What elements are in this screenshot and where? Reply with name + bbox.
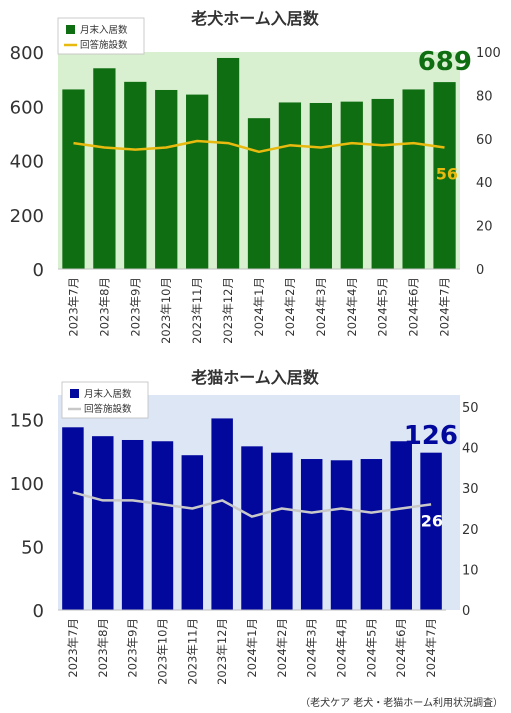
- bar: [340, 101, 363, 269]
- y2-tick-label: 50: [462, 401, 479, 416]
- y-tick-label: 50: [21, 538, 44, 559]
- x-tick-label: 2024年1月: [245, 618, 259, 678]
- x-tick-label: 2023年10月: [159, 277, 173, 344]
- x-tick-label: 2024年5月: [376, 277, 390, 337]
- line-series-response-count: [72, 491, 432, 518]
- bar: [371, 98, 394, 270]
- bar: [211, 418, 233, 610]
- y2-tick-label: 0: [476, 263, 484, 278]
- x-tick-label: 2023年10月: [155, 618, 169, 685]
- x-tick-label: 2024年6月: [407, 277, 421, 337]
- y2-tick-label: 20: [476, 220, 493, 235]
- chart-title: 老猫ホーム入居数: [190, 368, 320, 387]
- x-tick-label: 2023年11月: [185, 618, 199, 685]
- bar: [62, 427, 84, 610]
- bar: [216, 57, 240, 269]
- x-tick-label: 2024年2月: [275, 618, 289, 678]
- x-tick-label: 2024年6月: [394, 618, 408, 678]
- y2-tick-label: 30: [462, 482, 479, 497]
- x-tick-label: 2023年7月: [66, 618, 80, 678]
- bar: [121, 439, 144, 610]
- y-tick-label: 150: [10, 411, 44, 432]
- legend-line-label: 回答施設数: [84, 403, 132, 415]
- bar: [360, 459, 383, 610]
- y2-tick-label: 0: [462, 604, 470, 619]
- latest-line-value-label: 56: [436, 164, 458, 183]
- y2-tick-label: 100: [476, 46, 501, 61]
- x-tick-label: 2023年9月: [126, 618, 140, 678]
- bar: [92, 436, 114, 610]
- bar: [62, 89, 85, 270]
- cat-home-chart: 老猫ホーム入居数 0 50 100 150 0 10 20 30 40 50 2023年7月 2023年…: [0, 360, 511, 690]
- legend-bar-swatch: [70, 389, 79, 398]
- x-tick-label: 2023年12月: [221, 277, 235, 344]
- legend-box: [61, 381, 149, 419]
- y-tick-label: 800: [10, 43, 44, 64]
- legend-box: [57, 17, 145, 55]
- x-tick-label: 2024年2月: [283, 277, 297, 337]
- legend-line-label: 回答施設数: [80, 39, 128, 51]
- y2-tick-label: 10: [462, 563, 479, 578]
- x-tick-label: 2024年7月: [438, 277, 452, 337]
- cat-home-chart-svg: 老猫ホーム入居数 0 50 100 150 0 10 20 30 40 50 2023年7月 2023年…: [10, 368, 479, 685]
- y-tick-label: 0: [33, 601, 44, 622]
- bar: [186, 94, 209, 270]
- bar: [241, 446, 263, 610]
- x-tick-label: 2024年5月: [364, 618, 378, 678]
- y2-tick-label: 40: [476, 176, 493, 191]
- x-tick-label: 2023年12月: [215, 618, 229, 685]
- legend-bar-label: 月末入居数: [80, 24, 128, 36]
- x-tick-label: 2024年1月: [252, 277, 266, 337]
- x-tick-label: 2023年9月: [128, 277, 142, 337]
- bar: [93, 68, 116, 270]
- x-tick-label: 2024年3月: [305, 618, 319, 678]
- y2-tick-label: 20: [462, 523, 479, 538]
- chart-title: 老犬ホーム入居数: [190, 9, 320, 28]
- latest-bar-value-label: 689: [418, 47, 472, 77]
- bar: [300, 459, 323, 610]
- bar: [124, 81, 147, 270]
- y2-tick-label: 80: [476, 89, 493, 104]
- dog-home-chart-svg: 老犬ホーム入居数 0 200 400 600 800 0 20 40 60 80 100 2023年7月…: [10, 9, 501, 344]
- x-tick-label: 2023年7月: [66, 277, 80, 337]
- x-tick-label: 2023年8月: [97, 277, 111, 337]
- x-tick-label: 2024年4月: [345, 277, 359, 337]
- bar: [433, 82, 456, 269]
- bar: [271, 452, 293, 610]
- bar: [155, 89, 178, 269]
- x-tick-label: 2024年4月: [335, 618, 349, 678]
- bar: [181, 455, 204, 610]
- bar: [330, 460, 353, 610]
- y-tick-label: 400: [10, 152, 44, 173]
- y2-tick-label: 60: [476, 133, 493, 148]
- bar: [151, 441, 174, 610]
- x-tick-label: 2023年11月: [190, 277, 204, 344]
- latest-line-value-label: 26: [421, 511, 443, 530]
- y-tick-label: 200: [10, 206, 44, 227]
- x-tick-label: 2024年3月: [314, 277, 328, 337]
- bar: [420, 452, 442, 610]
- bar: [402, 89, 425, 270]
- x-tick-label: 2023年8月: [96, 618, 110, 678]
- legend-bar-label: 月末入居数: [84, 388, 132, 400]
- legend-bar-swatch: [66, 25, 75, 34]
- y-tick-label: 600: [10, 97, 44, 118]
- latest-bar-value-label: 126: [404, 421, 458, 451]
- dog-home-chart: 老犬ホーム入居数 0 200 400 600 800 0 20 40 60 80 100 2023年7月…: [0, 0, 511, 355]
- x-tick-label: 2024年7月: [424, 618, 438, 678]
- bar: [247, 118, 271, 269]
- y-tick-label: 100: [10, 474, 44, 495]
- source-footer: （老犬ケア 老犬・老猫ホーム利用状況調査）: [300, 698, 503, 709]
- bar: [309, 102, 332, 270]
- y2-tick-label: 40: [462, 442, 479, 457]
- bar: [278, 102, 302, 269]
- y-tick-label: 0: [33, 260, 44, 281]
- bar: [390, 441, 412, 610]
- line-series-response-count: [73, 139, 445, 154]
